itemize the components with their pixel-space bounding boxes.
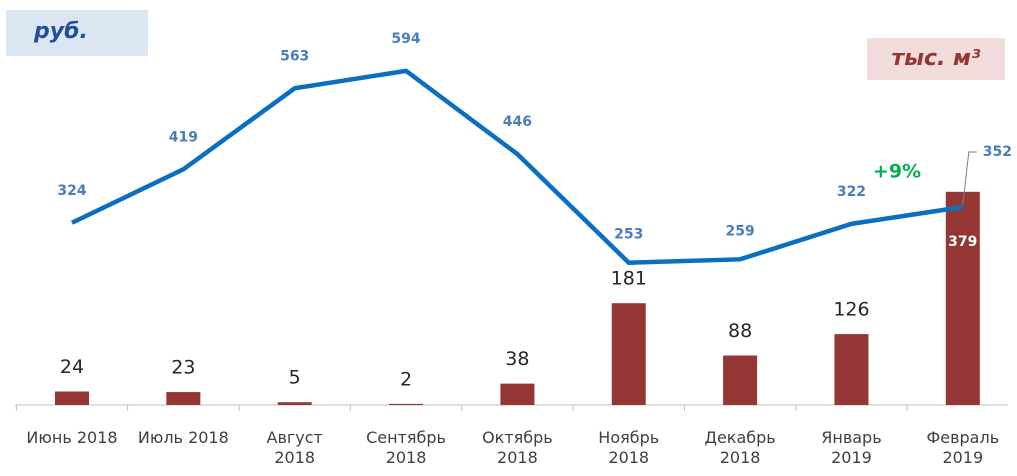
bar-label: 5: [289, 367, 301, 389]
line-label: 563: [280, 48, 309, 64]
x-tick-label: Январь 2019: [821, 428, 882, 467]
line-label: 253: [614, 227, 643, 243]
bar-label: 181: [611, 268, 647, 290]
bar-label: 88: [728, 320, 752, 342]
bar-label: 38: [505, 348, 529, 370]
x-tick-label: Октябрь 2018: [482, 428, 553, 467]
bar: [723, 355, 758, 405]
x-tick-label: Февраль 2019: [926, 428, 1000, 467]
x-tick-label: Июнь 2018: [26, 428, 118, 447]
line-label: 259: [725, 223, 754, 239]
annotation: +9%: [873, 161, 921, 183]
bar-label: 24: [60, 356, 84, 378]
bar: [55, 391, 89, 405]
x-tick-label: Ноябрь 2018: [598, 428, 660, 467]
bar: [611, 303, 646, 405]
bar-label: 23: [171, 357, 195, 379]
bar: [945, 191, 980, 405]
line-label: 446: [503, 114, 532, 130]
line-label: 352: [983, 144, 1012, 160]
bar: [389, 403, 424, 405]
x-tick-label: Июль 2018: [137, 428, 229, 447]
line-label: 594: [391, 31, 420, 47]
bar-label: 2: [400, 368, 412, 390]
bar: [166, 392, 201, 405]
bar-label: 126: [833, 299, 869, 321]
y2-axis-label: тыс. м³: [867, 38, 1005, 80]
line-label: 322: [837, 184, 866, 200]
bar: [834, 334, 869, 405]
line-label: 419: [169, 129, 198, 145]
bar: [500, 383, 535, 405]
x-tick-label: Декабрь 2018: [704, 428, 776, 467]
line: [71, 68, 964, 265]
leader-line: [962, 151, 977, 206]
x-tick-label: Август 2018: [266, 428, 323, 467]
line-label: 324: [57, 183, 86, 199]
y-axis-label: руб.: [6, 10, 148, 56]
bar-label: 379: [948, 234, 977, 250]
bar: [277, 402, 312, 405]
x-tick-label: Сентябрь 2018: [366, 428, 446, 467]
